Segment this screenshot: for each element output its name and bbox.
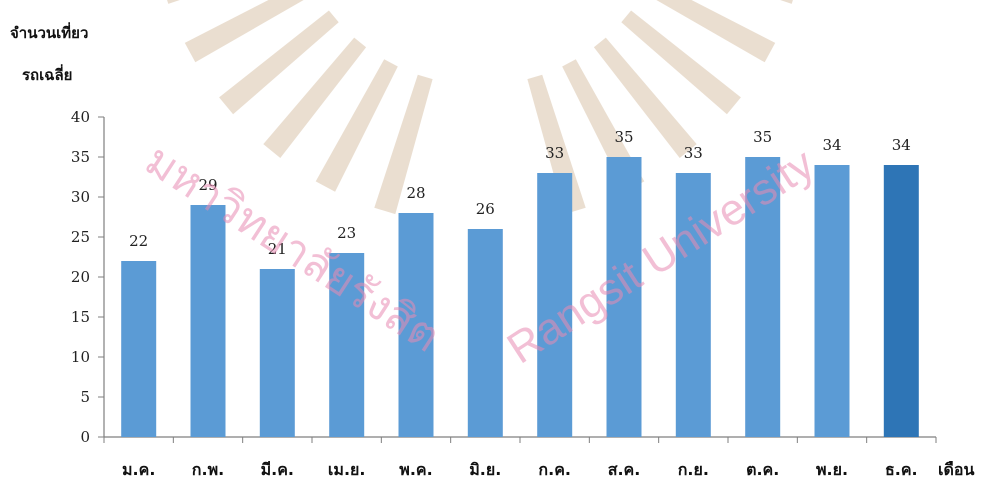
y-axis-label-line1: จำนวนเที่ยว <box>10 22 88 42</box>
x-axis-label: เดือน <box>938 460 974 479</box>
watermark-ray <box>315 59 398 192</box>
category-label: ต.ค. <box>746 460 779 479</box>
data-label: 26 <box>476 200 495 218</box>
watermark-ray <box>593 37 697 158</box>
category-labels-group: ม.ค. ก.พ. มี.ค. เม.ย. พ.ค. มิ.ย. ก.ค. ส.ค. ก.ย. ต… <box>122 460 918 479</box>
category-label: พ.ค. <box>399 460 432 479</box>
data-label: 33 <box>545 144 564 162</box>
bar <box>467 229 503 437</box>
category-label: ก.พ. <box>192 460 224 479</box>
category-label: มิ.ย. <box>469 460 501 479</box>
category-label: ก.ค. <box>538 460 571 479</box>
y-tick-label: 30 <box>71 188 90 206</box>
watermark-ray <box>184 0 304 63</box>
category-label: ก.ย. <box>678 460 709 479</box>
data-label: 34 <box>892 136 911 154</box>
y-axis-ticks: 0 5 10 15 20 25 30 35 40 <box>71 108 104 446</box>
data-label: 35 <box>614 128 633 146</box>
data-label: 28 <box>406 184 425 202</box>
data-labels-group: 22 29 21 23 28 26 33 35 33 35 34 34 <box>129 128 911 258</box>
watermark-ray <box>656 0 776 63</box>
bar <box>883 165 919 437</box>
category-label: พ.ย. <box>816 460 848 479</box>
y-axis-label-line2: รถเฉลี่ย <box>22 64 72 84</box>
watermark-ray <box>780 0 793 4</box>
bar <box>675 173 711 437</box>
bar <box>259 269 295 437</box>
bar <box>329 253 365 437</box>
y-tick-label: 20 <box>71 268 90 286</box>
bar <box>398 213 434 437</box>
bar <box>606 157 642 437</box>
y-tick-label: 5 <box>80 388 90 406</box>
y-tick-label: 40 <box>71 108 90 126</box>
x-axis-ticks <box>103 437 937 443</box>
category-label: ม.ค. <box>122 460 155 479</box>
bars-group <box>121 157 919 437</box>
category-label: มี.ค. <box>261 460 294 479</box>
category-label: ส.ค. <box>608 460 641 479</box>
data-label: 34 <box>822 136 841 154</box>
y-tick-label: 25 <box>71 228 90 246</box>
y-tick-label: 10 <box>71 348 90 366</box>
category-label: เม.ย. <box>328 460 366 479</box>
data-label: 21 <box>268 240 287 258</box>
data-label: 35 <box>753 128 772 146</box>
data-label: 33 <box>684 144 703 162</box>
data-label: 23 <box>337 224 356 242</box>
bar <box>121 261 157 437</box>
watermark-ray <box>263 37 367 158</box>
bar <box>537 173 573 437</box>
bar <box>814 165 850 437</box>
y-tick-label: 15 <box>71 308 90 326</box>
watermark-ray <box>374 74 433 215</box>
watermark-ray <box>167 0 180 4</box>
y-tick-label: 0 <box>80 428 90 446</box>
watermark-ray <box>621 10 741 115</box>
category-label: ธ.ค. <box>885 460 918 479</box>
bar <box>745 157 781 437</box>
watermark-ray <box>219 10 339 115</box>
data-label: 29 <box>198 176 217 194</box>
bar <box>190 205 226 437</box>
y-tick-label: 35 <box>71 148 90 166</box>
data-label: 22 <box>129 232 148 250</box>
